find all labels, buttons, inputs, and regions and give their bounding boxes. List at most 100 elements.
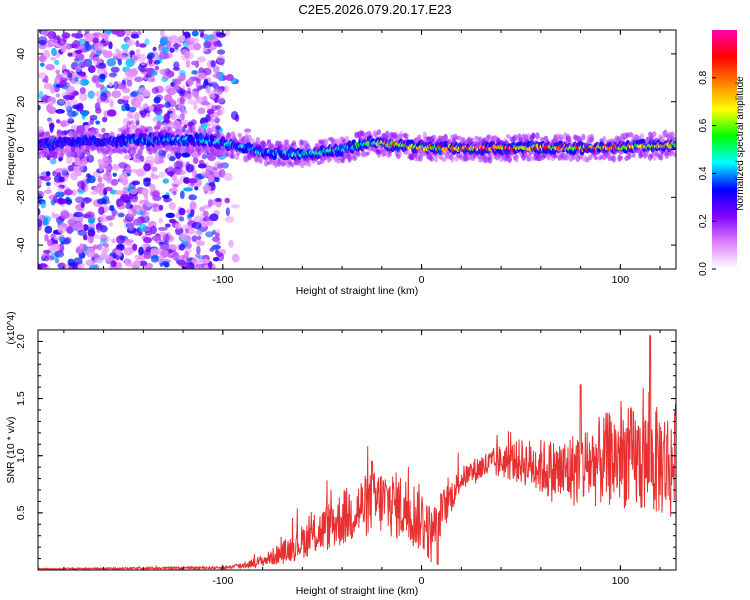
heatmap-cell — [673, 136, 676, 144]
heatmap-cell — [143, 163, 152, 172]
heatmap-cell — [167, 87, 177, 96]
heatmap-cell — [168, 218, 177, 224]
heatmap-cell — [47, 239, 53, 247]
heatmap-cell — [135, 48, 141, 54]
heatmap-cell — [140, 61, 146, 67]
heatmap-cell — [72, 216, 79, 222]
heatmap-cell — [67, 117, 74, 122]
heatmap-cell — [163, 197, 173, 203]
heatmap-cell — [123, 154, 132, 160]
heatmap-cell — [150, 172, 155, 178]
heatmap-cell — [262, 142, 267, 149]
heatmap-cell — [97, 243, 103, 251]
heatmap-cell — [77, 180, 85, 189]
y-tick-label: 1.0 — [15, 448, 27, 463]
heatmap-cell — [173, 179, 184, 185]
heatmap-cell — [96, 198, 107, 205]
heatmap-cell — [134, 76, 144, 83]
heatmap-cell — [134, 254, 142, 260]
heatmap-cell — [202, 184, 212, 192]
heatmap-cell — [127, 222, 135, 232]
heatmap-cell — [184, 250, 190, 259]
heatmap-cell — [210, 60, 216, 68]
heatmap-cell — [56, 218, 62, 226]
colorbar-tick-label: 0.2 — [698, 214, 709, 228]
heatmap-cell — [216, 252, 224, 257]
heatmap-cell — [144, 38, 150, 46]
colorbar-tick-label: 0.8 — [698, 70, 709, 84]
heatmap-cell — [181, 152, 191, 158]
heatmap-cell — [192, 157, 199, 165]
heatmap-cell — [56, 191, 64, 197]
heatmap-cell — [190, 90, 199, 98]
heatmap-cell — [62, 94, 73, 100]
heatmap-cell — [78, 165, 84, 172]
heatmap-cell — [353, 155, 358, 161]
heatmap-cell — [212, 65, 220, 74]
heatmap-cell — [71, 33, 76, 38]
heatmap-cell — [266, 139, 272, 144]
heatmap-cell — [84, 33, 94, 42]
heatmap-cell — [45, 63, 55, 71]
heatmap-cell — [109, 204, 115, 212]
heatmap-cell — [158, 217, 163, 224]
heatmap-cell — [243, 128, 252, 133]
heatmap-cell — [43, 256, 50, 262]
heatmap-cell — [196, 245, 201, 255]
heatmap-cell — [255, 136, 261, 144]
heatmap-cell — [224, 197, 231, 204]
heatmap-cell — [74, 76, 79, 82]
heatmap-cell — [84, 44, 92, 52]
heatmap-cell — [165, 212, 175, 219]
heatmap-cell — [121, 104, 127, 112]
heatmap-cell — [42, 217, 49, 226]
heatmap-cell — [66, 226, 73, 234]
heatmap-cell — [50, 97, 56, 104]
heatmap-cell — [53, 151, 59, 159]
heatmap-cell — [218, 168, 226, 178]
heatmap-cell — [50, 243, 61, 252]
heatmap-cell — [564, 154, 569, 161]
heatmap-cell — [156, 120, 162, 128]
heatmap-cell — [169, 156, 176, 162]
heatmap-cell — [198, 73, 207, 78]
colorbar-tick-label: 0.6 — [698, 118, 709, 132]
heatmap-cell — [149, 183, 156, 192]
heatmap-cell — [124, 30, 132, 37]
heatmap-cell — [151, 191, 161, 198]
heatmap-cell — [57, 186, 64, 193]
heatmap-cell — [393, 131, 398, 139]
heatmap-cell — [618, 155, 624, 160]
heatmap-cell — [67, 261, 78, 267]
heatmap-cell — [124, 239, 134, 244]
heatmap-cell — [153, 106, 163, 116]
heatmap-cell — [163, 113, 170, 123]
heatmap-cell — [82, 234, 88, 241]
heatmap-cell — [186, 263, 192, 269]
heatmap-cell — [40, 62, 45, 67]
heatmap-cell — [178, 103, 185, 110]
heatmap-cell — [172, 43, 182, 48]
heatmap-cell — [87, 90, 95, 99]
heatmap-cell — [97, 159, 104, 164]
heatmap-cell — [82, 224, 89, 231]
heatmap-cell — [63, 129, 69, 136]
heatmap-cell — [58, 197, 64, 206]
heatmap-cell — [129, 188, 138, 195]
heatmap-cell — [154, 153, 160, 163]
heatmap-cell — [98, 133, 103, 139]
y-axis-multiplier: (x10^4) — [6, 311, 17, 344]
heatmap-cell — [172, 183, 179, 188]
heatmap-cell — [158, 171, 166, 178]
heatmap-cell — [57, 225, 66, 234]
heatmap-cell — [225, 30, 230, 37]
y-axis-label: SNR (10 * v/v) — [5, 416, 17, 483]
heatmap-cell — [44, 75, 49, 84]
heatmap-cell — [59, 120, 70, 127]
heatmap-cell — [208, 261, 213, 269]
heatmap-cell — [38, 54, 47, 63]
heatmap-cell — [103, 186, 113, 192]
heatmap-cell — [161, 74, 172, 80]
heatmap-cell — [136, 30, 142, 36]
heatmap-cell — [191, 221, 202, 230]
